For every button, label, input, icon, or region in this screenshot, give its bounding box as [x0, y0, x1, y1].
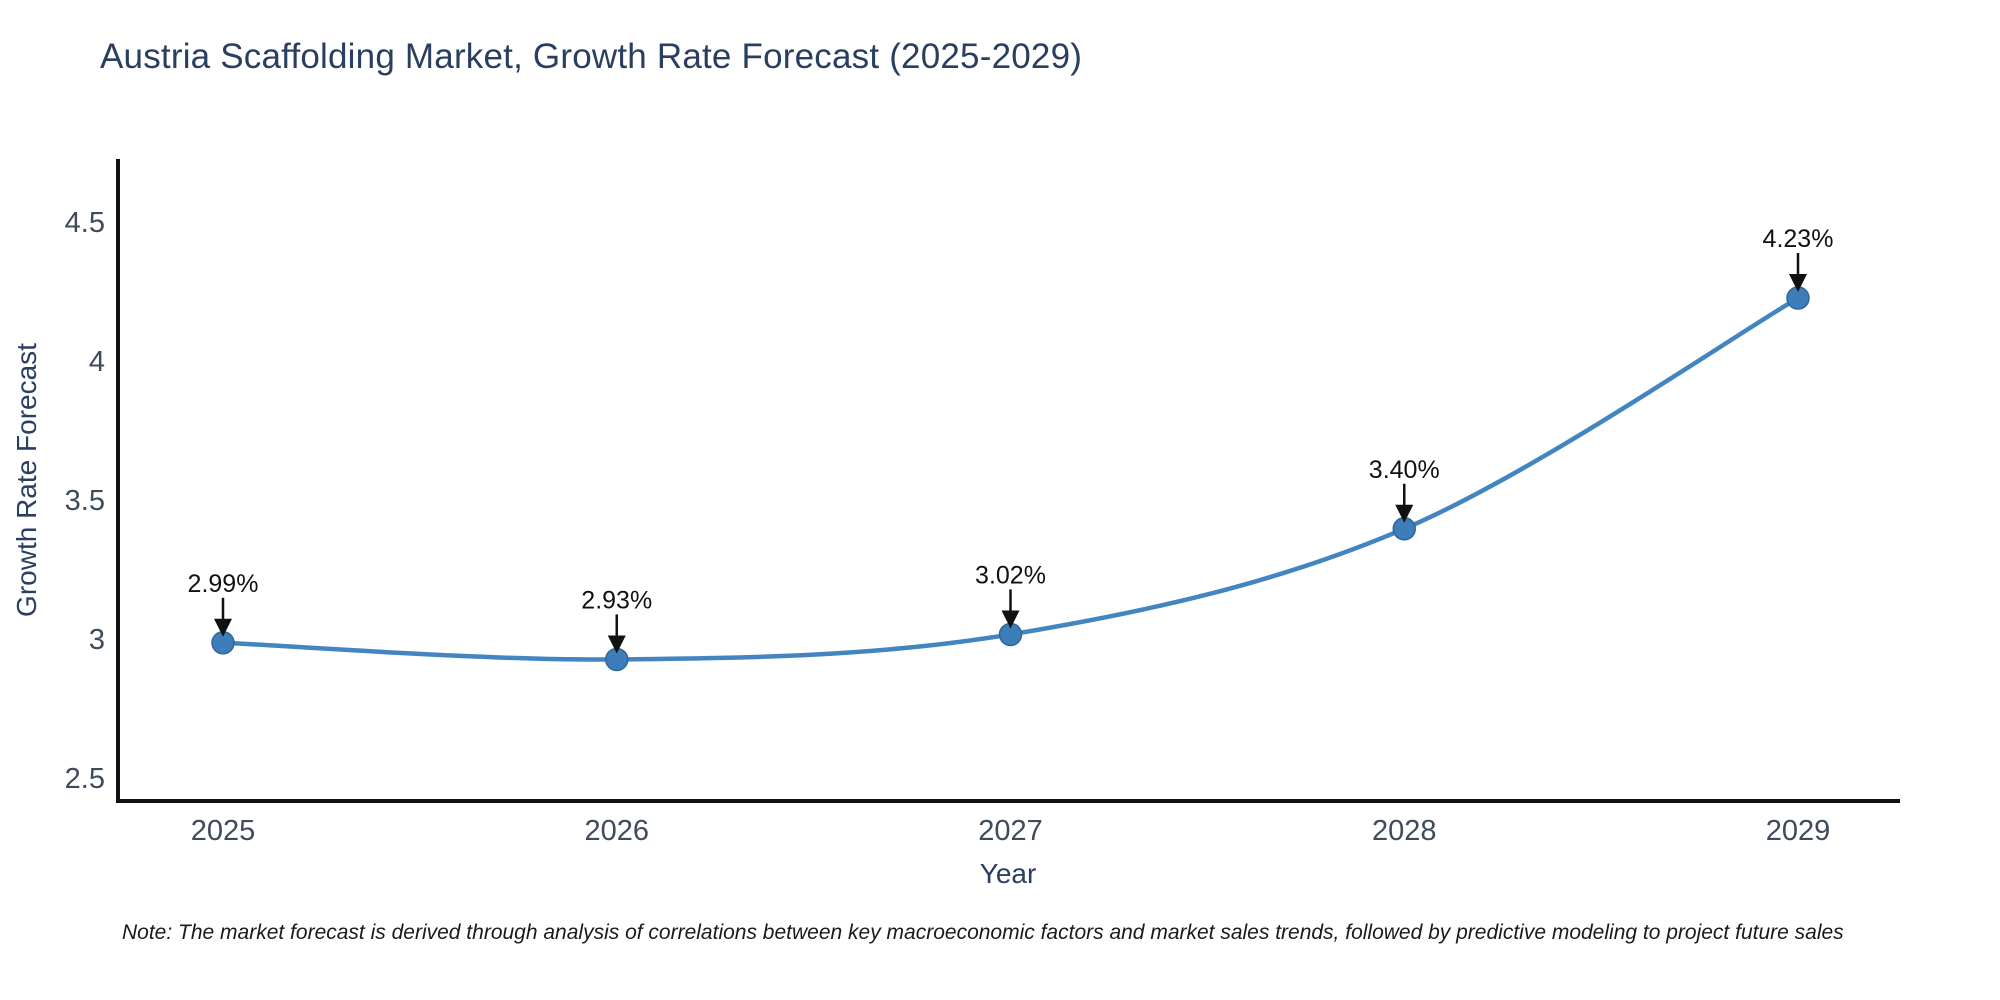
point-value-label: 2.99% [188, 570, 259, 598]
x-tick-label: 2028 [1372, 815, 1437, 847]
annotation-arrowhead-icon [214, 618, 232, 637]
point-value-label: 3.40% [1369, 456, 1440, 484]
x-tick-label: 2026 [584, 815, 649, 847]
point-value-label: 3.02% [975, 561, 1046, 589]
chart-title: Austria Scaffolding Market, Growth Rate … [100, 37, 1083, 76]
point-value-label: 4.23% [1763, 225, 1834, 253]
y-tick-label: 3 [89, 624, 105, 656]
y-tick-label: 4 [89, 346, 105, 378]
x-tick-label: 2027 [978, 815, 1043, 847]
x-tick-label: 2025 [191, 815, 256, 847]
y-tick-label: 2.5 [65, 763, 105, 795]
annotation-arrowhead-icon [1395, 504, 1414, 523]
point-value-label: 2.93% [581, 586, 652, 614]
x-tick-label: 2029 [1766, 815, 1831, 847]
footnote: Note: The market forecast is derived thr… [122, 921, 1844, 944]
x-axis-title: Year [979, 858, 1037, 889]
annotation-arrowhead-icon [1001, 610, 1020, 629]
y-tick-label: 3.5 [65, 485, 105, 517]
annotation-arrowhead-icon [1789, 274, 1807, 293]
y-tick-label: 4.5 [65, 207, 105, 239]
annotation-arrowhead-icon [607, 635, 626, 654]
